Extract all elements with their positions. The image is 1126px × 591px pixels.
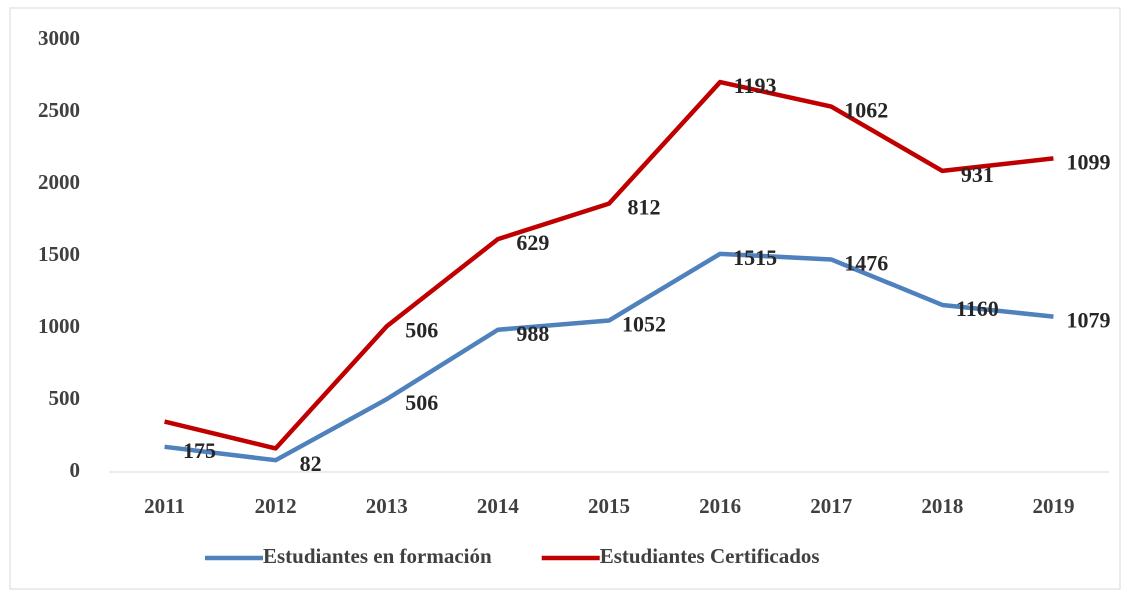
data-label: 1099 <box>1066 149 1110 174</box>
data-label: 1079 <box>1066 308 1110 333</box>
data-label: 629 <box>516 230 549 255</box>
data-label: 1160 <box>956 296 999 321</box>
x-tick-label: 2013 <box>366 494 408 518</box>
x-tick-label: 2015 <box>588 494 630 518</box>
y-tick-label: 2500 <box>38 98 80 122</box>
data-label: 506 <box>405 390 438 415</box>
data-label: 931 <box>961 162 994 187</box>
legend-label: Estudiantes Certificados <box>600 544 820 568</box>
legend-label: Estudiantes en formación <box>263 544 492 568</box>
line <box>164 79 1054 451</box>
line <box>164 251 1054 463</box>
x-tick-label: 2016 <box>699 494 741 518</box>
y-tick-label: 0 <box>70 458 81 482</box>
data-label: 988 <box>516 321 549 346</box>
data-label: 1052 <box>622 312 666 337</box>
y-tick-label: 3000 <box>38 26 80 50</box>
y-tick-label: 500 <box>49 386 81 410</box>
data-label: 506 <box>405 317 438 342</box>
data-label: 1193 <box>734 73 777 98</box>
x-tick-label: 2012 <box>255 494 297 518</box>
data-label: 1476 <box>844 251 888 276</box>
x-tick-label: 2017 <box>810 494 852 518</box>
data-label: 1515 <box>733 245 777 270</box>
y-tick-label: 2000 <box>38 170 80 194</box>
x-tick-label: 2014 <box>477 494 520 518</box>
x-tick-label: 2019 <box>1032 494 1074 518</box>
data-label: 812 <box>628 195 661 220</box>
y-tick-label: 1000 <box>38 314 80 338</box>
x-tick-label: 2018 <box>921 494 963 518</box>
x-tick-label: 2011 <box>144 494 185 518</box>
data-label: 1062 <box>844 98 888 123</box>
data-label: 82 <box>300 451 322 476</box>
y-tick-label: 1500 <box>38 242 80 266</box>
data-label: 175 <box>183 438 216 463</box>
chart-border <box>9 7 1121 590</box>
